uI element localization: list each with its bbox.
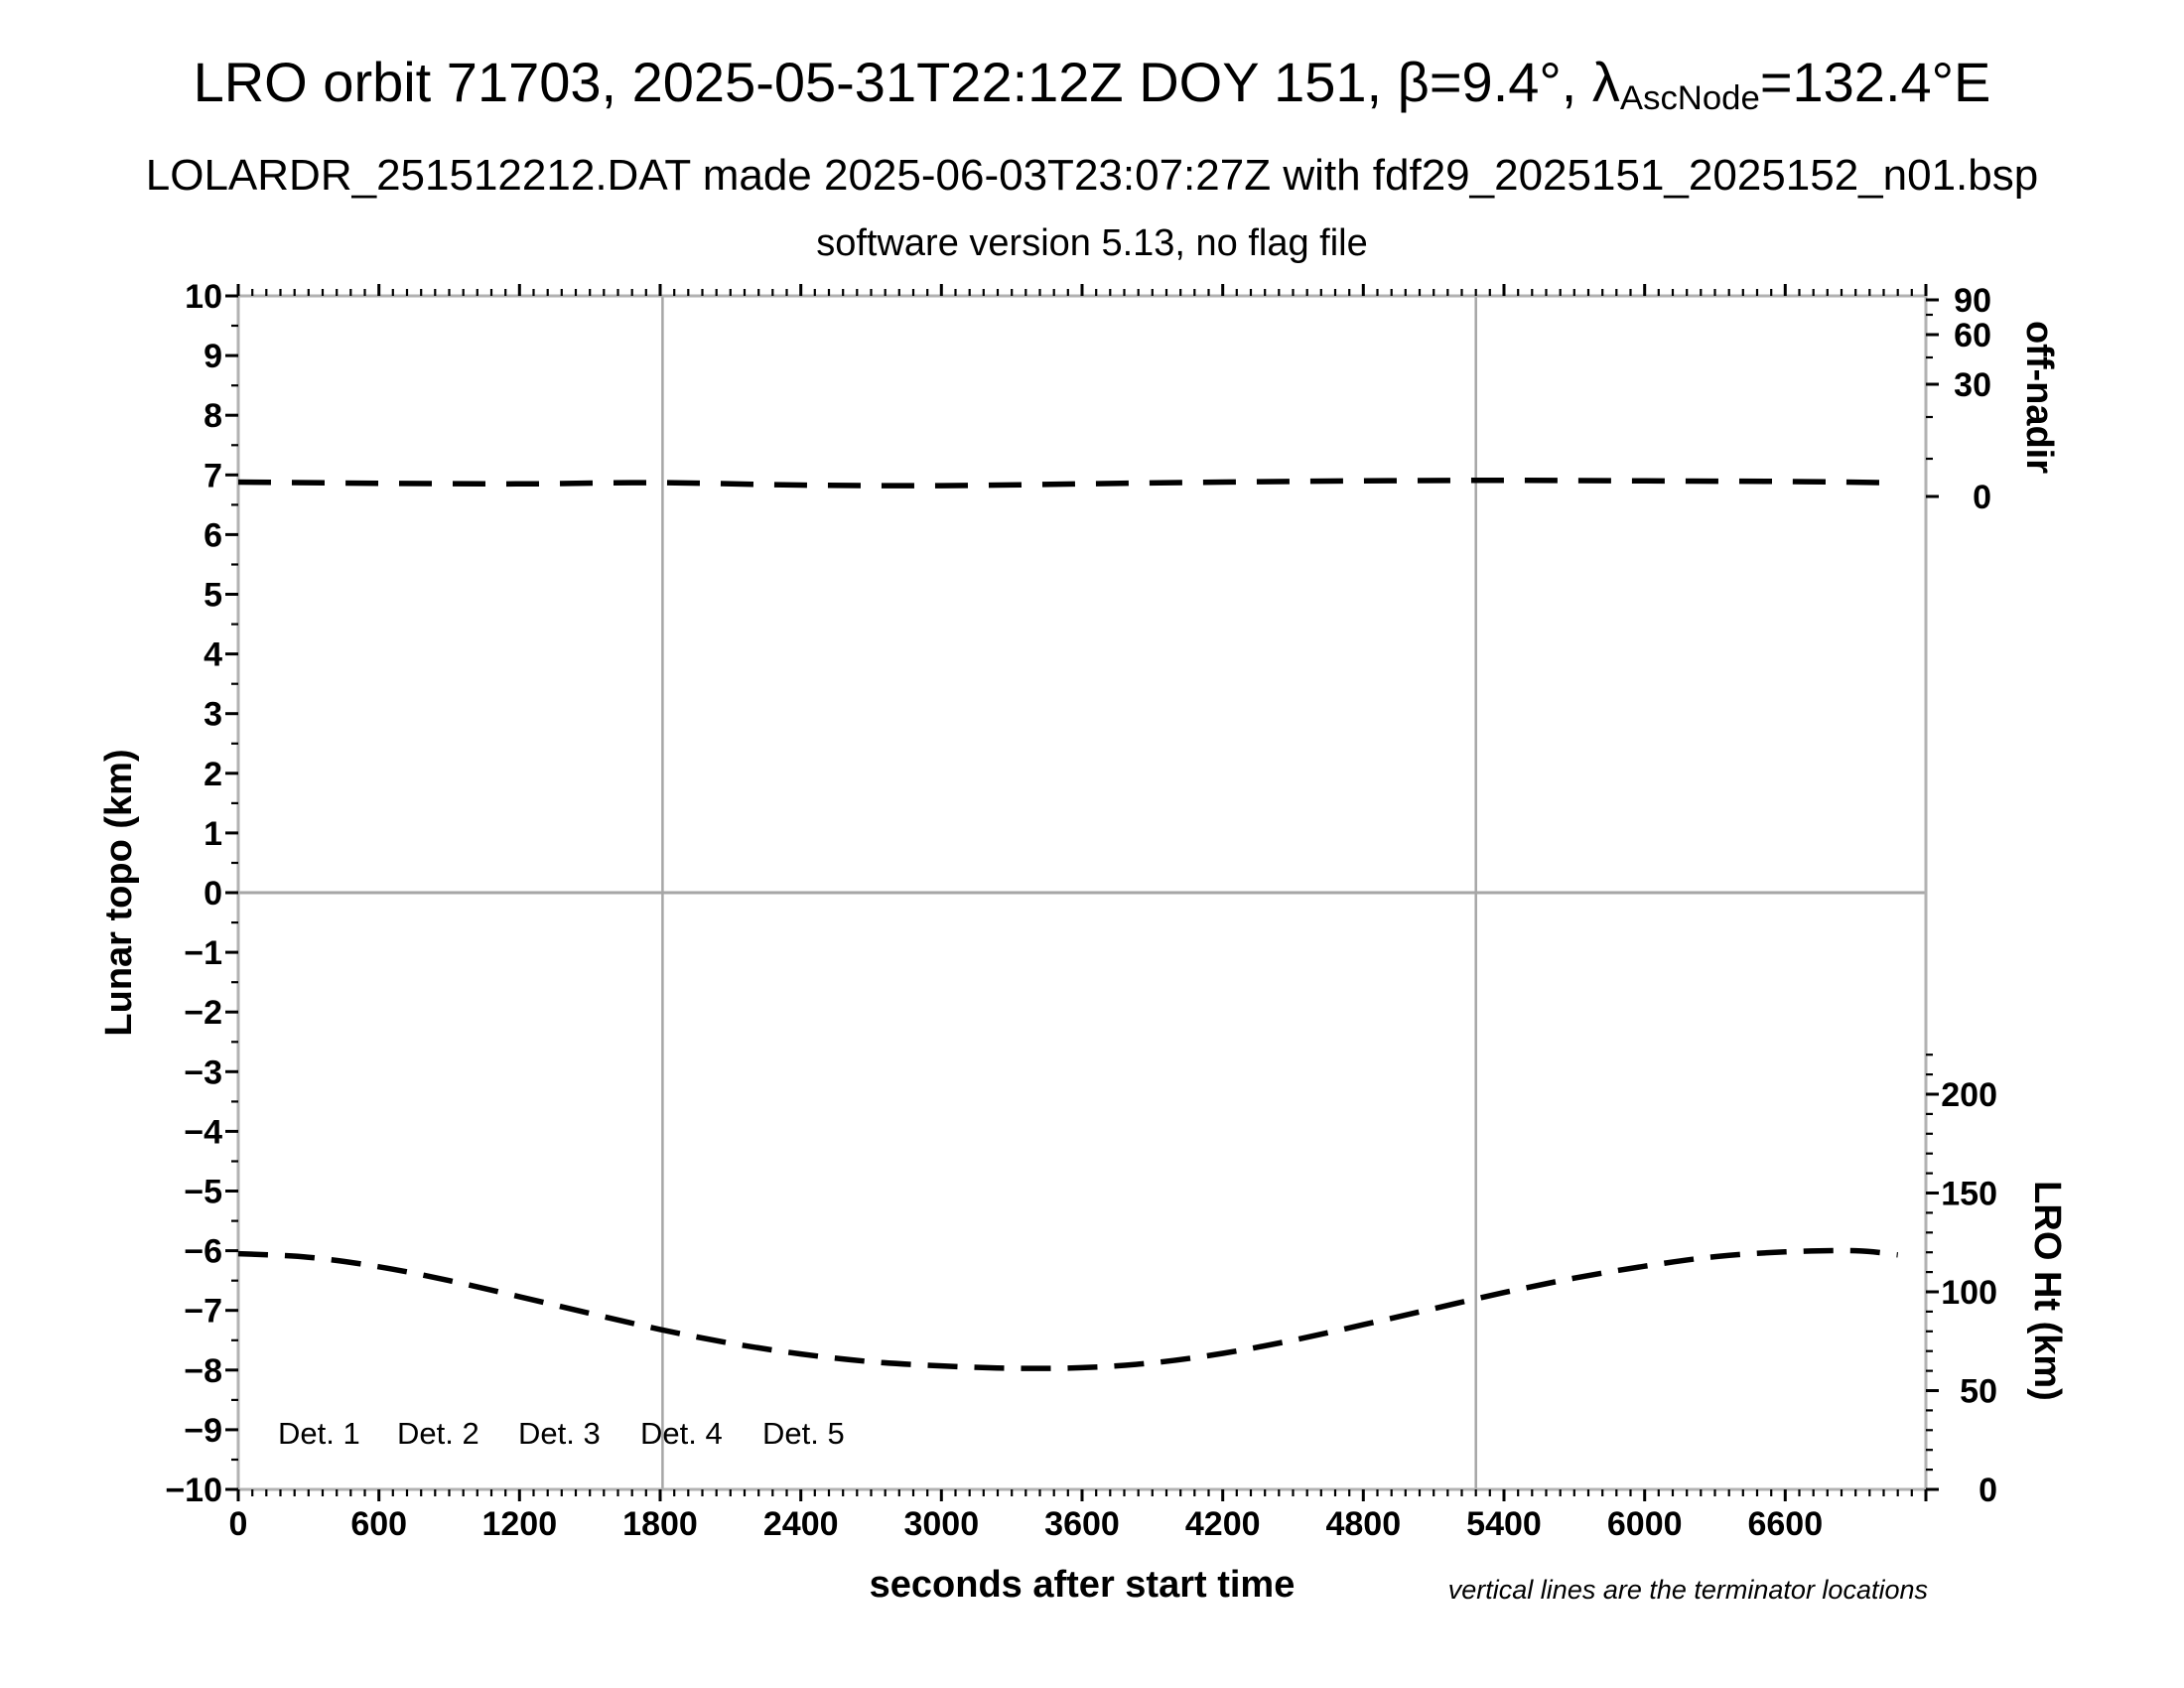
plot-subtitle-version: software version 5.13, no flag file (816, 222, 1368, 264)
legend: Det. 1 Det. 2 Det. 3 Det. 4 Det. 5 (278, 1416, 845, 1451)
plot-subtitle-file: LOLARDR_251512212.DAT made 2025-06-03T23… (145, 151, 2039, 200)
y-tick-label--7: −7 (184, 1293, 222, 1331)
x-tick-label-5400: 5400 (1466, 1505, 1542, 1543)
title-text-main: LRO orbit 71703, 2025-05-31T22:12Z DOY 1… (193, 51, 1620, 113)
lro-ht-tick-label-100: 100 (1941, 1274, 1997, 1312)
y-tick-label-4: 4 (204, 636, 222, 674)
lro-height-curve (237, 1247, 1898, 1371)
y-tick-label-7: 7 (204, 457, 222, 494)
offnadir-tick-label-0: 0 (1973, 479, 1991, 516)
y-tick-label--6: −6 (184, 1233, 222, 1271)
offnadir-tick-label-60: 60 (1954, 317, 1991, 354)
legend-det-3: Det. 3 (518, 1416, 601, 1451)
y-tick-label--3: −3 (184, 1054, 222, 1091)
x-tick-label-3600: 3600 (1044, 1505, 1120, 1543)
lro-ht-axis-title: LRO Ht (km) (2026, 1181, 2068, 1401)
plot-title: LRO orbit 71703, 2025-05-31T22:12Z DOY 1… (0, 50, 2184, 117)
axis-titles: seconds after start time Lunar topo (km) o… (98, 321, 2068, 1606)
lro-ht-axis: 200 150 100 50 0 (1926, 1054, 1997, 1509)
y-tick-label-9: 9 (204, 338, 222, 375)
y-tick-label-0: 0 (204, 875, 222, 913)
lro-ht-tick-label-0: 0 (1979, 1472, 1997, 1509)
gridlines (238, 296, 1926, 1489)
x-axis-title: seconds after start time (870, 1564, 1296, 1606)
x-axis-ticks (236, 284, 1928, 1501)
y-tick-label-1: 1 (204, 815, 222, 853)
y-tick-label--9: −9 (184, 1412, 222, 1450)
lro-ht-tick-label-50: 50 (1960, 1373, 1997, 1411)
y-axis-ticks (225, 294, 238, 1491)
y-tick-label-3: 3 (204, 696, 222, 734)
data-curves (237, 477, 1898, 1371)
y-tick-label-10: 10 (185, 278, 222, 316)
lro-ht-tick-label-150: 150 (1941, 1176, 1997, 1213)
y-tick-label--10: −10 (165, 1472, 222, 1509)
y-tick-label--8: −8 (184, 1352, 222, 1390)
offnadir-axis-title: off-nadir (2018, 321, 2060, 474)
y-tick-label-2: 2 (204, 756, 222, 793)
y-tick-label--5: −5 (184, 1174, 222, 1211)
x-tick-label-6000: 6000 (1607, 1505, 1683, 1543)
offnadir-tick-label-30: 30 (1954, 366, 1991, 404)
y-tick-label-6: 6 (204, 516, 222, 554)
lro-ht-tick-label-200: 200 (1941, 1076, 1997, 1114)
x-tick-label-3000: 3000 (903, 1505, 979, 1543)
y-tick-label-8: 8 (204, 397, 222, 435)
x-axis-tick-labels: 0 600 1200 1800 2400 3000 3600 4200 4800 5400 6000… (229, 1505, 1824, 1543)
legend-det-2: Det. 2 (397, 1416, 479, 1451)
y-tick-label--4: −4 (184, 1113, 222, 1151)
off-nadir-angle-curve (237, 477, 1891, 489)
legend-det-5: Det. 5 (762, 1416, 845, 1451)
x-tick-label-6600: 6600 (1747, 1505, 1823, 1543)
title-subscript: AscNode (1619, 78, 1760, 117)
y-tick-label-5: 5 (204, 577, 222, 615)
x-tick-label-2400: 2400 (763, 1505, 839, 1543)
x-tick-label-4800: 4800 (1325, 1505, 1401, 1543)
legend-det-4: Det. 4 (640, 1416, 723, 1451)
offnadir-tick-label-90: 90 (1954, 282, 1991, 320)
x-tick-label-1800: 1800 (622, 1505, 698, 1543)
terminator-note: vertical lines are the terminator locati… (1448, 1575, 1928, 1605)
y-tick-label--2: −2 (184, 994, 222, 1032)
title-text-suffix: =132.4°E (1759, 51, 1991, 113)
x-tick-label-0: 0 (229, 1505, 248, 1543)
y-axis-title: Lunar topo (km) (98, 749, 140, 1036)
x-tick-label-600: 600 (350, 1505, 407, 1543)
x-tick-label-1200: 1200 (481, 1505, 557, 1543)
legend-det-1: Det. 1 (278, 1416, 360, 1451)
y-tick-label--1: −1 (184, 934, 222, 972)
x-tick-label-4200: 4200 (1185, 1505, 1261, 1543)
